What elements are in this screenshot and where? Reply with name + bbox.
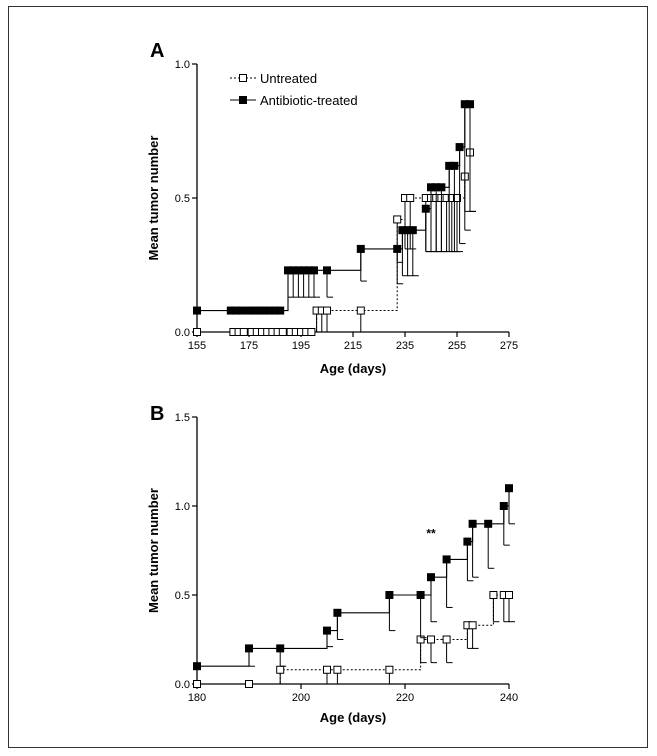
data-point-untreated <box>193 680 201 688</box>
data-point-treated <box>385 591 394 599</box>
x-tick-label: 275 <box>500 340 518 352</box>
x-axis-title: Age (days) <box>320 710 386 725</box>
x-tick-label: 180 <box>188 692 206 704</box>
data-point-untreated <box>239 328 248 336</box>
data-point-treated <box>421 204 430 213</box>
panel-label-A: A <box>150 40 164 62</box>
x-tick-label: 255 <box>448 340 466 352</box>
data-point-treated <box>455 143 464 152</box>
x-tick-label: 155 <box>188 340 206 352</box>
data-point-treated <box>466 100 474 109</box>
legend-marker-untreated <box>239 74 247 82</box>
x-tick-label: 215 <box>344 340 362 352</box>
data-point-treated <box>193 662 201 671</box>
data-point-treated <box>323 626 331 635</box>
y-tick-label: 1.0 <box>175 59 190 71</box>
data-point-untreated <box>427 635 435 644</box>
data-point-untreated <box>406 194 415 202</box>
significance-annotation: ** <box>426 527 436 541</box>
legend-label-treated: Antibiotic-treated <box>260 93 358 108</box>
legend-label-untreated: Untreated <box>260 71 317 86</box>
data-point-treated <box>245 644 253 653</box>
x-tick-label: 235 <box>396 340 414 352</box>
x-tick-label: 200 <box>292 692 310 704</box>
data-point-treated <box>499 502 508 510</box>
data-point-untreated <box>505 591 513 599</box>
series-line-untreated <box>197 594 509 685</box>
y-tick-label: 0.5 <box>175 193 190 205</box>
data-point-treated <box>237 306 246 315</box>
data-point-treated <box>356 244 365 253</box>
data-point-treated <box>427 573 435 582</box>
data-point-treated <box>323 266 331 275</box>
data-point-treated <box>333 608 342 617</box>
x-tick-label: 195 <box>292 340 310 352</box>
y-tick-label: 0.5 <box>175 590 190 602</box>
x-axis-title: Age (days) <box>320 361 386 376</box>
legend-marker-treated <box>239 96 247 104</box>
data-point-treated <box>437 183 446 192</box>
data-point-treated <box>450 161 459 170</box>
data-point-untreated <box>276 665 285 674</box>
y-tick-label: 1.5 <box>175 412 190 424</box>
y-axis-title: Mean tumor number <box>146 136 161 261</box>
data-point-untreated <box>323 306 331 315</box>
data-point-treated <box>193 306 201 315</box>
data-point-treated <box>393 244 402 253</box>
data-point-treated <box>484 519 493 528</box>
y-axis-title: Mean tumor number <box>146 488 161 613</box>
data-point-untreated <box>489 591 498 599</box>
x-tick-label: 220 <box>396 692 414 704</box>
data-point-treated <box>416 591 425 599</box>
data-point-untreated <box>356 306 365 315</box>
data-point-untreated <box>333 665 342 674</box>
data-point-untreated <box>385 665 394 674</box>
data-point-untreated <box>278 328 287 336</box>
data-point-treated <box>463 537 472 546</box>
data-point-untreated <box>453 194 461 202</box>
data-point-treated <box>276 644 285 653</box>
data-point-untreated <box>193 328 201 336</box>
data-point-untreated <box>468 621 477 630</box>
data-point-untreated <box>442 635 451 644</box>
data-point-untreated <box>307 328 316 336</box>
x-tick-label: 175 <box>240 340 258 352</box>
data-point-untreated <box>393 215 402 224</box>
y-tick-label: 0.0 <box>175 679 190 691</box>
y-tick-label: 0.0 <box>175 327 190 339</box>
x-tick-label: 240 <box>500 692 518 704</box>
data-point-treated <box>442 555 451 564</box>
panel-label-B: B <box>150 403 164 425</box>
y-tick-label: 1.0 <box>175 501 190 513</box>
data-point-treated <box>310 266 318 275</box>
data-point-treated <box>468 519 477 528</box>
series-line-untreated <box>197 152 471 333</box>
data-point-treated <box>276 306 285 315</box>
data-point-treated <box>408 226 417 235</box>
figure-frame <box>8 6 648 748</box>
data-point-untreated <box>245 680 253 688</box>
data-point-untreated <box>323 665 331 674</box>
data-point-treated <box>505 484 513 493</box>
